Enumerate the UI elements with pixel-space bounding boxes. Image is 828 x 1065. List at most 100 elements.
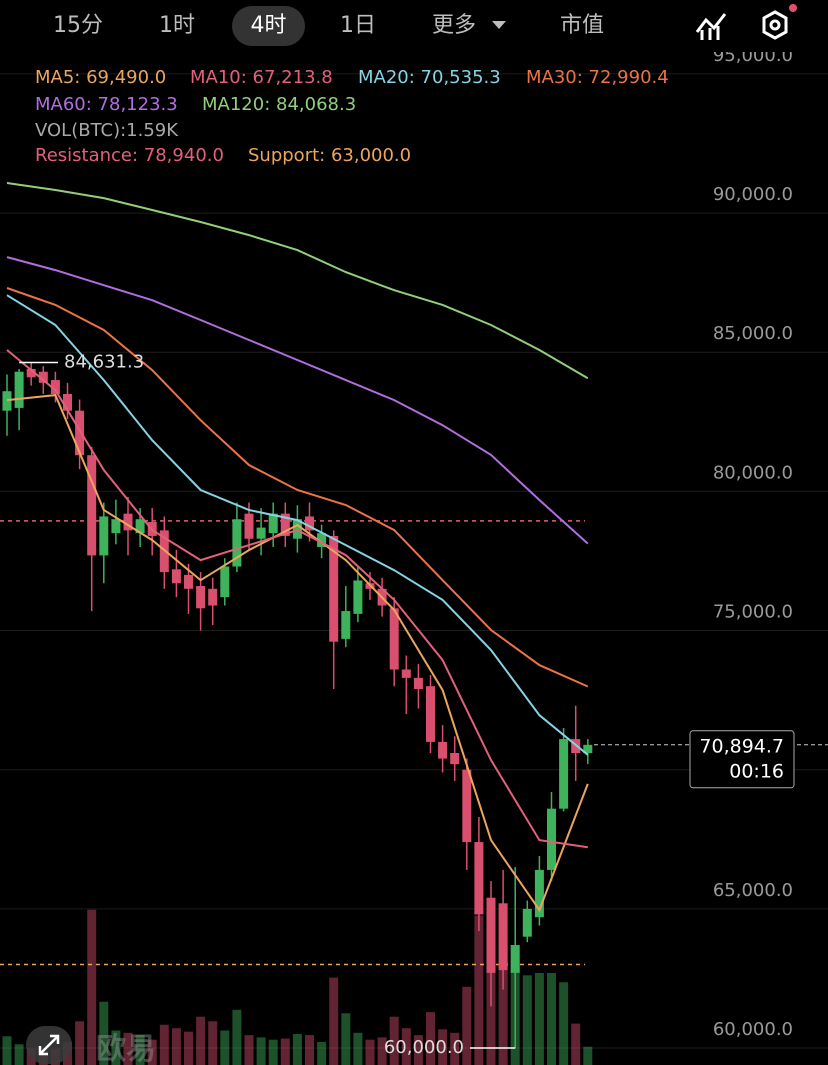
legend-entry: MA10: 67,213.8 <box>190 67 333 88</box>
legend-entry: MA60: 78,123.3 <box>35 94 178 115</box>
y-tick-label: 65,000.0 <box>713 880 793 901</box>
volume-bar <box>244 1035 254 1065</box>
tab[interactable]: 市值 <box>559 13 604 38</box>
ma-line <box>6 394 589 913</box>
volume-bar <box>292 1033 302 1065</box>
ma-line <box>6 349 588 849</box>
candle-body <box>583 744 593 754</box>
volume-bar <box>438 1029 448 1065</box>
tab[interactable]: 1日 <box>340 13 376 38</box>
legend-entry: MA120: 84,068.3 <box>202 94 356 115</box>
y-tick-label: 80,000.0 <box>713 462 793 483</box>
volume-bar <box>256 1037 266 1065</box>
candle-body <box>135 519 145 534</box>
tab[interactable]: 15分 <box>53 13 103 38</box>
volume-bar <box>474 915 484 1065</box>
candle-body <box>389 608 399 670</box>
high-label: 84,631.3 <box>64 352 144 373</box>
tab[interactable]: 1时 <box>159 13 195 38</box>
volume-bar <box>111 1030 121 1065</box>
low-label: 60,000.0 <box>384 1037 464 1058</box>
candle-body <box>280 513 290 536</box>
volume-bar <box>389 1016 399 1065</box>
y-tick-label: 60,000.0 <box>713 1019 793 1040</box>
volume-bar <box>401 1028 411 1065</box>
volume-bar <box>377 1037 387 1065</box>
volume-bar <box>123 1032 133 1065</box>
volume-bar <box>232 1009 242 1065</box>
volume-bar <box>99 1001 109 1065</box>
candle-body <box>341 611 351 639</box>
candle-body <box>111 519 121 534</box>
volume-bar <box>171 1028 181 1065</box>
volume-bar <box>462 986 472 1065</box>
ma-line <box>6 287 589 688</box>
volume-bar <box>159 1024 169 1065</box>
countdown: 00:16 <box>729 760 784 782</box>
candle-body <box>401 669 411 678</box>
candle-body <box>184 574 193 589</box>
tab[interactable]: 更多 <box>431 13 476 38</box>
legend-entry: MA30: 72,990.4 <box>526 67 669 88</box>
volume-bar <box>341 1013 351 1065</box>
volume-bar <box>498 938 508 1065</box>
volume-bar <box>196 1016 206 1065</box>
resistance-label: Resistance: 78,940.0 <box>35 145 224 166</box>
candle-body <box>438 741 448 759</box>
volume-bar <box>522 975 532 1065</box>
candle-body <box>522 908 532 937</box>
y-tick-label: 85,000.0 <box>713 323 793 344</box>
candle-body <box>63 393 72 411</box>
expand-button[interactable] <box>26 1026 72 1064</box>
ma-line <box>6 256 589 545</box>
candle-body <box>462 769 472 843</box>
indicator-icon[interactable] <box>694 8 728 42</box>
candle-body <box>413 677 423 690</box>
volume-bar <box>87 909 97 1065</box>
y-tick-label: 90,000.0 <box>713 184 793 205</box>
candle-body <box>547 808 556 870</box>
candle-body <box>75 410 85 456</box>
candle-body <box>450 753 460 765</box>
candle-body <box>220 566 230 598</box>
volume-bar <box>571 1023 581 1065</box>
volume-bar <box>280 1038 290 1065</box>
candle-body <box>474 842 484 915</box>
watermark: 欧易 <box>96 1032 156 1065</box>
legend-entry: MA20: 70,535.3 <box>358 67 501 88</box>
candle-body <box>196 586 206 609</box>
toolbar: 15分 1时 4时 1日 更多 市值 <box>0 0 828 52</box>
volume-bar <box>547 973 556 1065</box>
candle-body <box>87 455 97 556</box>
last-price-label: 70,894.7 <box>699 735 784 757</box>
candle-body <box>99 516 109 556</box>
volume-bar <box>426 1012 435 1065</box>
volume-bar <box>220 1030 230 1065</box>
candle-body <box>14 371 24 408</box>
candle-body <box>26 368 36 378</box>
volume-bar <box>317 1042 327 1065</box>
volume-bar <box>184 1031 193 1065</box>
volume-bar <box>305 1035 314 1065</box>
candle-body <box>256 527 266 539</box>
settings-icon[interactable] <box>756 4 798 46</box>
candle-body <box>510 945 520 973</box>
candle-body <box>232 519 242 567</box>
volume-bar <box>268 1039 278 1065</box>
tab[interactable]: 4时 <box>232 6 305 46</box>
candle-body <box>244 513 254 539</box>
volume-bar <box>353 1032 363 1065</box>
ma-line <box>6 294 589 756</box>
candle-body <box>305 516 314 531</box>
volume-bar <box>365 1039 375 1065</box>
volume-bar <box>413 1035 423 1065</box>
volume-bar <box>534 973 544 1065</box>
volume-bar <box>329 977 339 1065</box>
candle-body <box>317 533 327 548</box>
candle-body <box>2 391 12 411</box>
volume-bar <box>559 982 569 1065</box>
candle-body <box>559 739 569 809</box>
candle-body <box>329 535 339 642</box>
